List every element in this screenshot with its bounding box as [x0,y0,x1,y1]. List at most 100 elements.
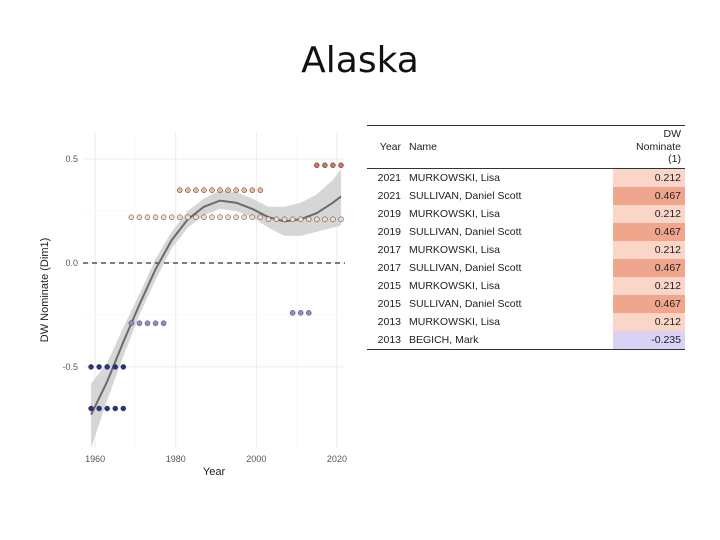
data-point [305,216,312,223]
data-point [193,187,199,193]
cell-year: 2013 [377,315,401,328]
cell-dw-nominate: 0.212 [613,240,685,259]
y-axis-title: DW Nominate (Dim1) [39,238,51,343]
data-point [88,405,94,412]
confidence-band [91,169,341,448]
data-point [152,320,159,327]
cell-dw-nominate: 0.212 [613,168,685,187]
cell-dw-nominate: 0.212 [613,276,685,295]
cell-name: SULLIVAN, Daniel Scott [409,261,522,274]
data-point [305,310,312,316]
cell-dw-nominate: 0.467 [613,258,685,277]
cell-year: 2015 [377,279,401,292]
header-dw-nominate: DW Nominate (1) [613,126,685,169]
data-point [330,162,336,169]
cell-dw-nominate: -0.235 [613,330,685,349]
cell-year: 2015 [377,297,401,310]
data-point [112,405,118,412]
data-point [136,214,143,220]
trend-line [90,195,342,416]
table-row: 2015 SULLIVAN, Daniel Scott 0.467 [367,294,685,313]
table-row: 2021 MURKOWSKI, Lisa 0.212 [367,168,685,187]
data-point [330,216,336,223]
cell-year: 2017 [377,243,401,256]
data-point [249,214,256,220]
data-point [241,187,247,193]
table-row: 2015 MURKOWSKI, Lisa 0.212 [367,276,685,295]
header-dw-line: Nominate [636,140,681,153]
table-header-row: Year Name DW Nominate (1) [367,125,685,169]
cell-dw-nominate: 0.212 [613,312,685,331]
data-point [233,214,239,220]
data-point [120,405,127,412]
data-point [338,216,344,223]
senators-table: Year Name DW Nominate (1) 2021 MURKOWSKI,… [367,125,685,350]
cell-name: SULLIVAN, Daniel Scott [409,297,522,310]
data-point [338,162,344,169]
header-dw-line: (1) [668,153,681,165]
data-point [88,364,94,370]
x-tick-label: 2020 [327,454,347,464]
y-tick-label: -0.5 [62,362,78,372]
cell-dw-nominate: 0.467 [613,294,685,313]
data-point [96,405,102,412]
data-point [225,214,231,220]
data-point [160,320,167,327]
senators-table-container: Year Name DW Nominate (1) 2021 MURKOWSKI,… [367,125,685,350]
cell-year: 2013 [377,333,401,346]
cell-name: MURKOWSKI, Lisa [409,207,501,220]
data-point [209,214,215,220]
header-dw-line: DW [663,128,682,140]
cell-name: MURKOWSKI, Lisa [409,315,501,328]
table-row: 2017 SULLIVAN, Daniel Scott 0.467 [367,258,685,277]
data-point [104,364,110,370]
data-point [160,214,167,220]
cell-year: 2021 [377,171,401,184]
slide-title: Alaska [301,40,419,81]
data-point [265,216,272,223]
data-point [176,214,183,220]
data-point [144,320,151,327]
data-point [136,320,143,327]
data-point [289,310,296,316]
data-point [209,187,215,193]
data-point [128,320,135,327]
cell-name: BEGICH, Mark [409,333,479,346]
data-point [314,216,320,223]
cell-name: SULLIVAN, Daniel Scott [409,225,522,238]
dw-nominate-chart: 1960 1980 2000 2020 -0.5 0.0 0.5 Year DW Nominat… [39,132,347,478]
x-axis-title: Year [203,466,226,478]
data-point [201,214,207,220]
cell-year: 2019 [377,225,401,238]
cell-name: SULLIVAN, Daniel Scott [409,189,522,202]
data-point [144,214,151,220]
cell-name: MURKOWSKI, Lisa [409,279,501,292]
cell-dw-nominate: 0.212 [613,204,685,223]
data-point [241,214,247,220]
table-row: 2019 SULLIVAN, Daniel Scott 0.467 [367,222,685,241]
table-row: 2013 MURKOWSKI, Lisa 0.212 [367,312,685,331]
data-point [112,364,118,370]
data-point [289,216,296,223]
table-row: 2019 MURKOWSKI, Lisa 0.212 [367,204,685,223]
cell-year: 2019 [377,207,401,220]
data-point [322,162,328,169]
data-point [217,187,223,193]
data-point [257,214,264,220]
data-point [201,187,207,193]
data-point [193,214,199,220]
data-point [104,405,110,412]
header-name: Name [409,140,438,153]
data-point [322,216,328,223]
x-tick-label: 1980 [166,454,186,464]
y-tick-label: 0.5 [65,154,78,164]
data-point [297,310,304,316]
data-point [96,364,102,370]
data-point [152,214,159,220]
cell-dw-nominate: 0.467 [613,186,685,205]
cell-name: MURKOWSKI, Lisa [409,243,501,256]
data-point [176,187,183,193]
data-point [225,187,231,193]
cell-year: 2017 [377,261,401,274]
data-point [128,214,135,220]
